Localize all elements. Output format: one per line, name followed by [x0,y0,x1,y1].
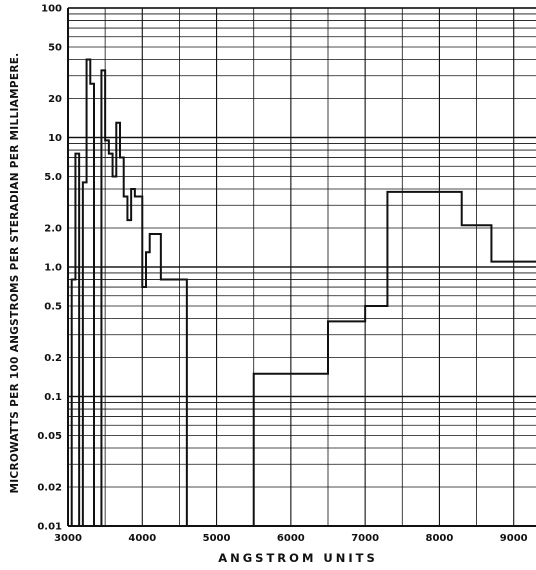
grid [67,7,536,527]
y-axis-label: MICROWATTS PER 100 ANGSTROMS PER STERADI… [9,53,21,494]
x-tick-label: 5000 [203,533,231,544]
y-tick-label: 5.0 [44,172,62,183]
y-tick-label: 0.02 [37,483,62,494]
y-tick-label: 20 [48,94,62,105]
x-tick-labels: 3000 4000 5000 6000 7000 8000 9000 [54,533,528,544]
x-tick-label: 9000 [500,533,528,544]
y-tick-label: 0.1 [44,392,62,403]
y-tick-label: 10 [48,133,62,144]
plot-frame [67,7,536,527]
x-tick-label: 7000 [351,533,379,544]
y-tick-label: 1.0 [44,263,62,274]
x-tick-label: 3000 [54,533,82,544]
y-tick-label: 2.0 [44,224,62,235]
series-layer [70,58,536,527]
y-tick-label: 0.2 [44,353,62,364]
x-tick-label: 6000 [277,533,305,544]
x-tick-label: 4000 [128,533,156,544]
x-axis-label: ANGSTROM UNITS [218,551,378,565]
y-tick-label: 50 [48,42,62,53]
y-tick-labels: 100 50 20 10 5.0 2.0 1.0 0.5 0.2 0.1 0.05 0.02 0.01 [37,4,62,533]
y-tick-label: 0.01 [37,522,62,533]
spectrum-step-line-0 [70,58,536,527]
y-tick-label: 0.05 [37,431,62,442]
x-tick-label: 8000 [426,533,454,544]
y-tick-label: 0.5 [44,301,62,312]
y-tick-label: 100 [41,4,62,15]
